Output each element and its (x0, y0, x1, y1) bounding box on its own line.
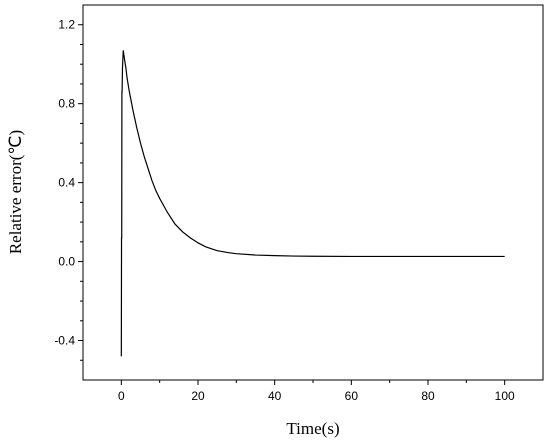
x-tick-label: 40 (268, 389, 282, 403)
y-tick-label: 0.0 (58, 255, 75, 269)
plot-frame (82, 4, 544, 381)
x-tick-label: 20 (191, 389, 205, 403)
x-tick-label: 100 (495, 389, 515, 403)
y-tick-label: 0.4 (58, 176, 75, 190)
x-tick-label: 0 (118, 389, 125, 403)
y-tick-label: -0.4 (54, 334, 75, 348)
x-tick-label: 60 (345, 389, 359, 403)
y-axis-ticks: -0.4 0.0 0.4 0.8 1.2 (54, 18, 83, 361)
y-tick-label: 1.2 (58, 18, 75, 32)
y-tick-label: 0.8 (58, 97, 75, 111)
y-axis-label: Relative error(℃) (6, 130, 25, 254)
x-axis-label: Time(s) (286, 419, 339, 438)
relative-error-line (120, 50, 505, 357)
x-tick-label: 80 (421, 389, 435, 403)
x-axis-ticks: 0 20 40 60 80 100 (118, 380, 515, 403)
